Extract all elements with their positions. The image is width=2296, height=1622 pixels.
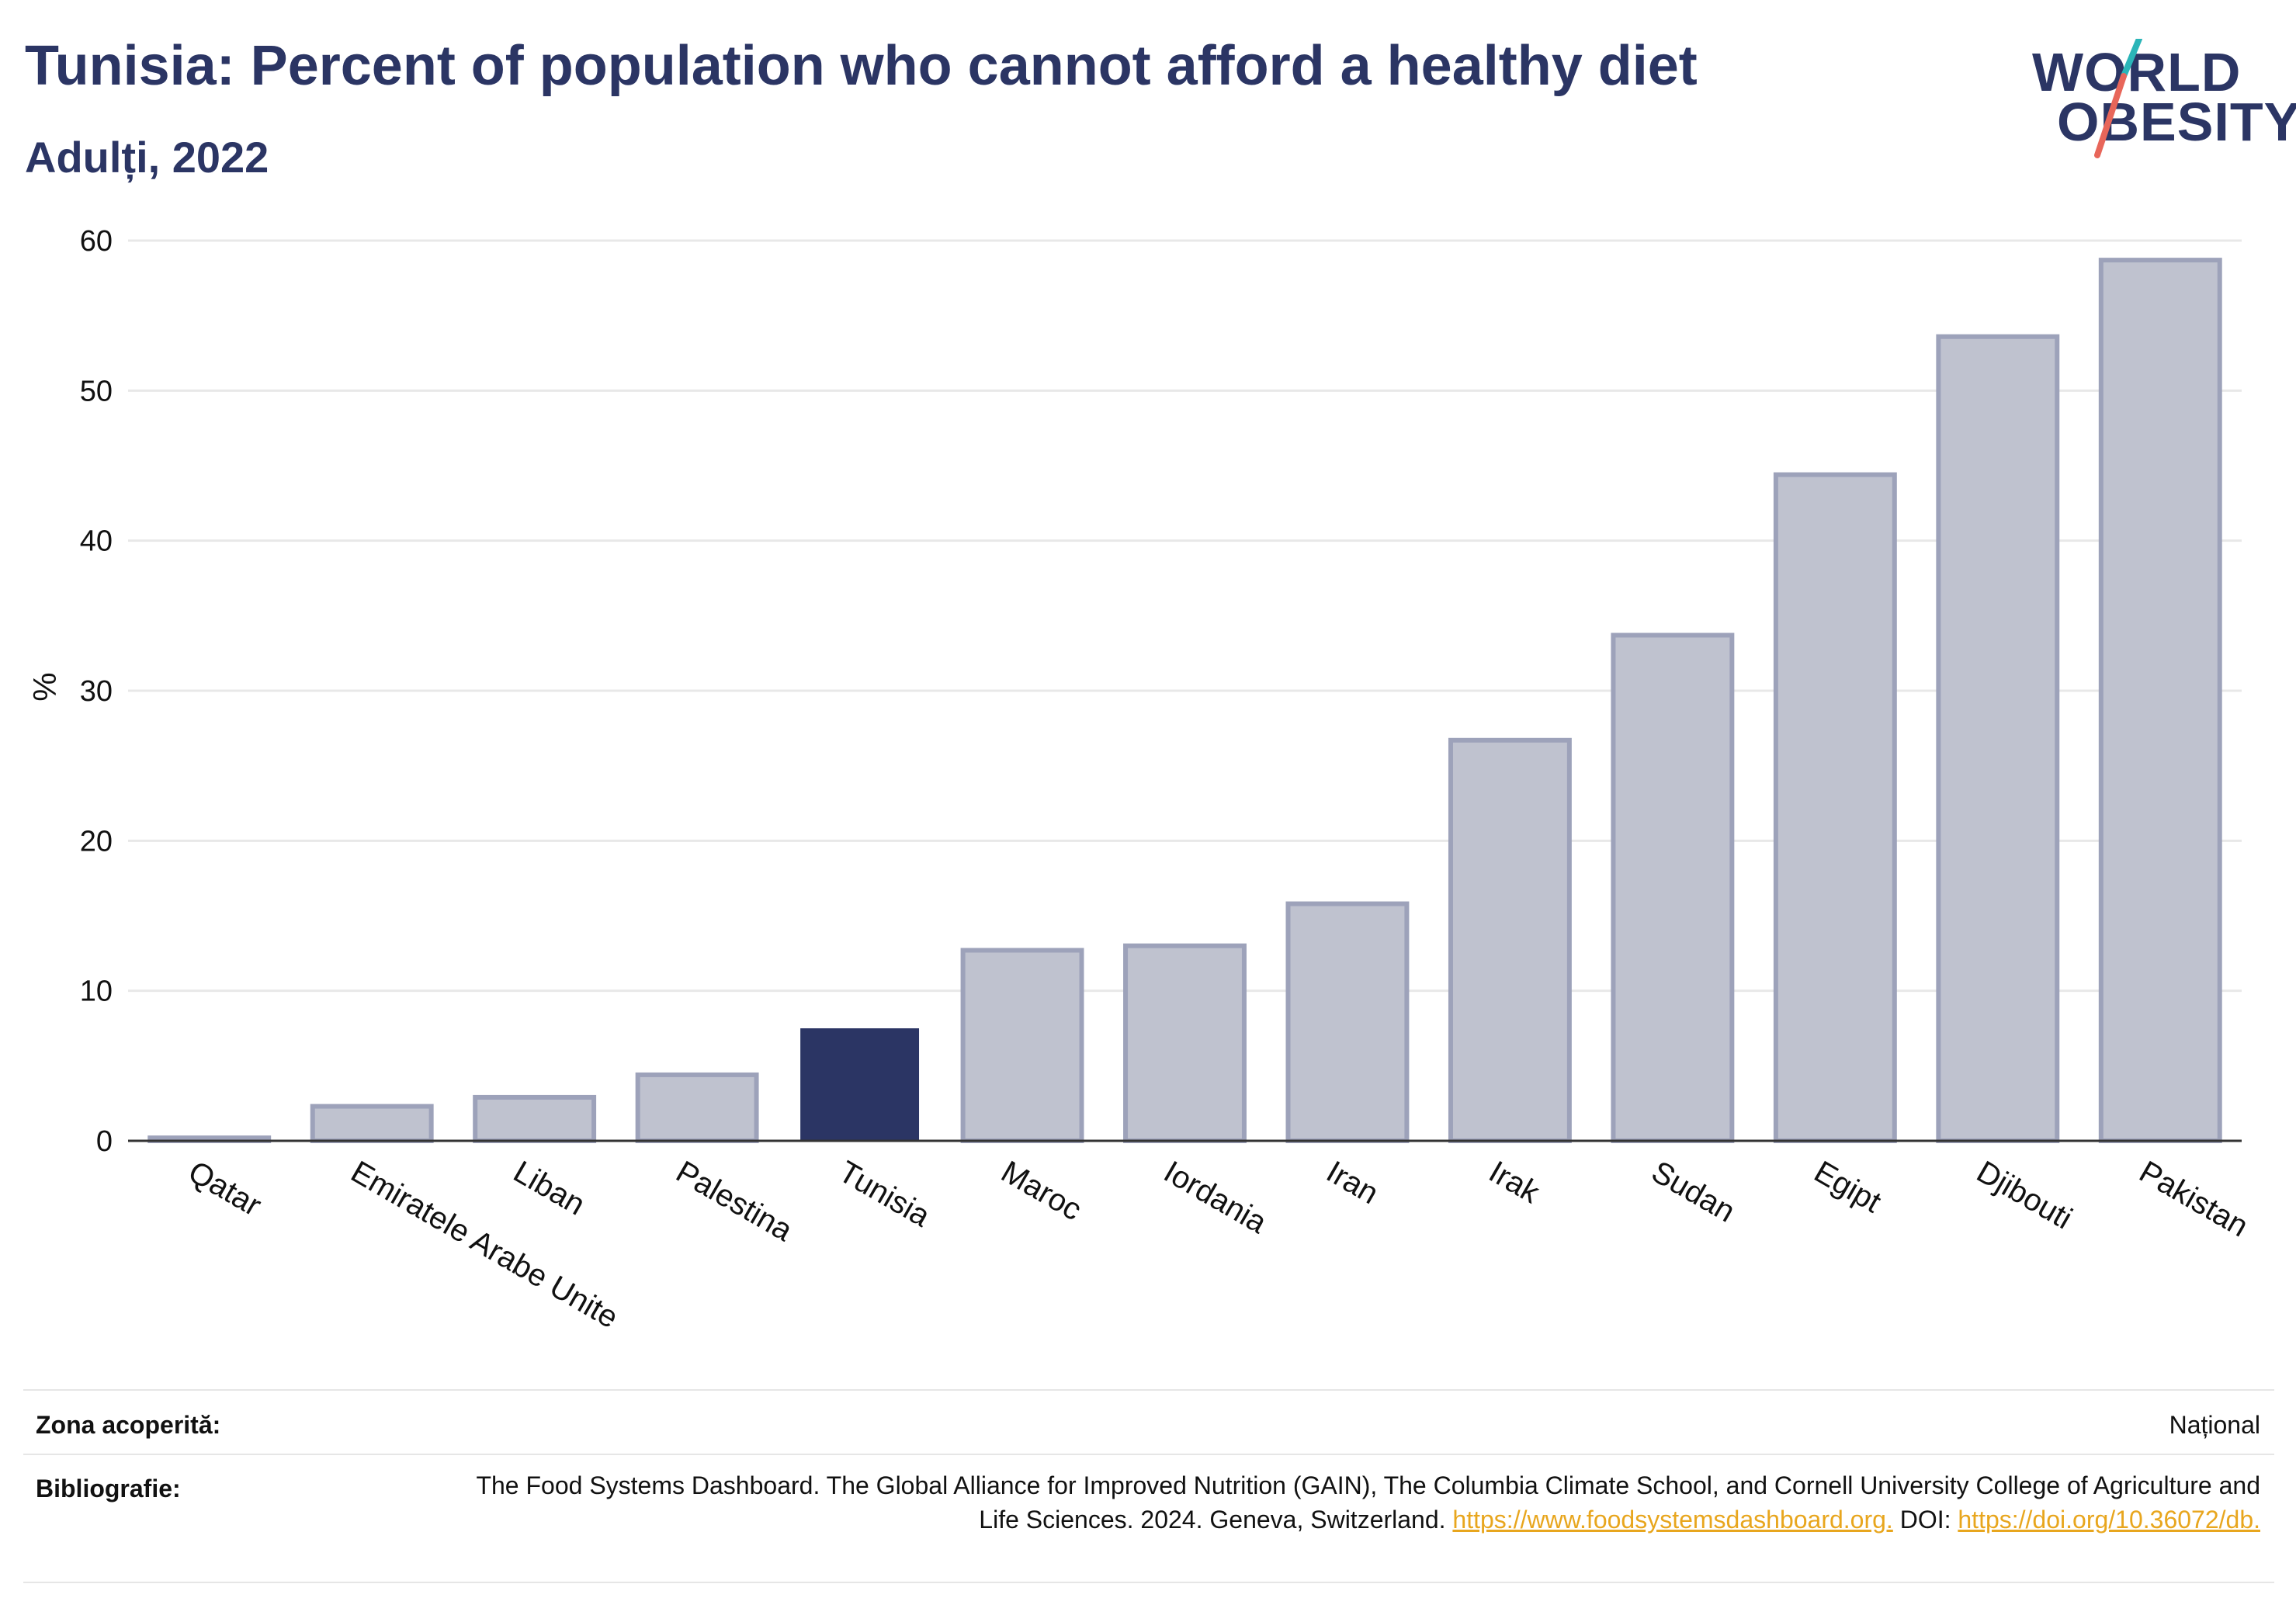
x-tick-label: Tunisia [833, 1155, 936, 1234]
doi-link[interactable]: https://doi.org/10.36072/db. [1958, 1506, 2260, 1534]
x-tick-label: Iran [1320, 1155, 1384, 1211]
y-tick-label: 40 [80, 525, 113, 558]
x-tick-label: Qatar [182, 1155, 267, 1223]
coverage-label: Zona acoperită: [36, 1411, 221, 1439]
bar-liban[interactable] [473, 1094, 597, 1144]
coverage-value: Național [2169, 1411, 2260, 1439]
footer-divider [23, 1389, 2274, 1391]
x-tick-label: Irak [1483, 1155, 1546, 1211]
footer-divider [23, 1582, 2274, 1583]
x-tick-label: Palestina [671, 1155, 799, 1249]
y-tick-label: 30 [80, 675, 113, 708]
x-tick-label: Sudan [1646, 1155, 1740, 1229]
bar-iran[interactable] [1285, 901, 1410, 1143]
bar-emiratele-arabe-unite[interactable] [310, 1104, 434, 1143]
bar-tunisia[interactable] [800, 1028, 920, 1141]
bar-egipt[interactable] [1773, 472, 1897, 1144]
y-tick-label: 60 [80, 225, 113, 258]
x-tick-label: Iordania [1158, 1155, 1273, 1241]
bars [147, 258, 2222, 1144]
logo-line1: WORLD [2032, 42, 2242, 102]
bibliography-label: Bibliografie: [36, 1475, 181, 1502]
bar-chart: 0 10 20 30 40 50 60 Qatar Emiratele Arabe Unite… [26, 225, 2254, 1336]
chart-title: Tunisia: Percent of population who canno… [25, 35, 1698, 97]
doi-label: DOI: [1899, 1506, 1951, 1534]
logo-line2: OBESITY [2057, 92, 2296, 152]
bar-iordania[interactable] [1123, 943, 1247, 1144]
logo-slash-icon [2094, 39, 2142, 158]
bar-irak[interactable] [1448, 737, 1572, 1143]
bibliography-text: The Food Systems Dashboard. The Global A… [475, 1468, 2260, 1537]
bar-maroc[interactable] [960, 948, 1084, 1144]
y-tick-label: 50 [80, 375, 113, 407]
bar-pakistan[interactable] [2098, 258, 2222, 1144]
y-tick-labels: 0 10 20 30 40 50 60 [80, 225, 113, 1158]
x-tick-label: Emiratele Arabe Unite [345, 1155, 624, 1336]
grid-lines [128, 239, 2242, 993]
bar-palestina[interactable] [635, 1072, 759, 1144]
y-tick-label: 20 [80, 825, 113, 858]
x-tick-label: Maroc [996, 1155, 1087, 1228]
world-obesity-logo: WORLD OBESITY [2026, 39, 2296, 163]
bar-sudan[interactable] [1611, 633, 1735, 1143]
y-axis-label: % [26, 672, 63, 701]
x-tick-label: Djibouti [1971, 1155, 2078, 1236]
bibliography-link[interactable]: https://www.foodsystemsdashboard.org. [1452, 1506, 1893, 1534]
x-tick-label: Liban [508, 1155, 591, 1222]
bibliography-body: The Food Systems Dashboard. The Global A… [476, 1471, 2260, 1534]
x-tick-label: Pakistan [2134, 1155, 2254, 1244]
y-tick-label: 0 [96, 1125, 113, 1158]
y-tick-label: 10 [80, 976, 113, 1008]
x-tick-label: Egipt [1809, 1155, 1887, 1220]
footer-divider [23, 1454, 2274, 1455]
chart-subtitle: Adulți, 2022 [25, 133, 269, 182]
bar-djibouti[interactable] [1936, 334, 2060, 1144]
